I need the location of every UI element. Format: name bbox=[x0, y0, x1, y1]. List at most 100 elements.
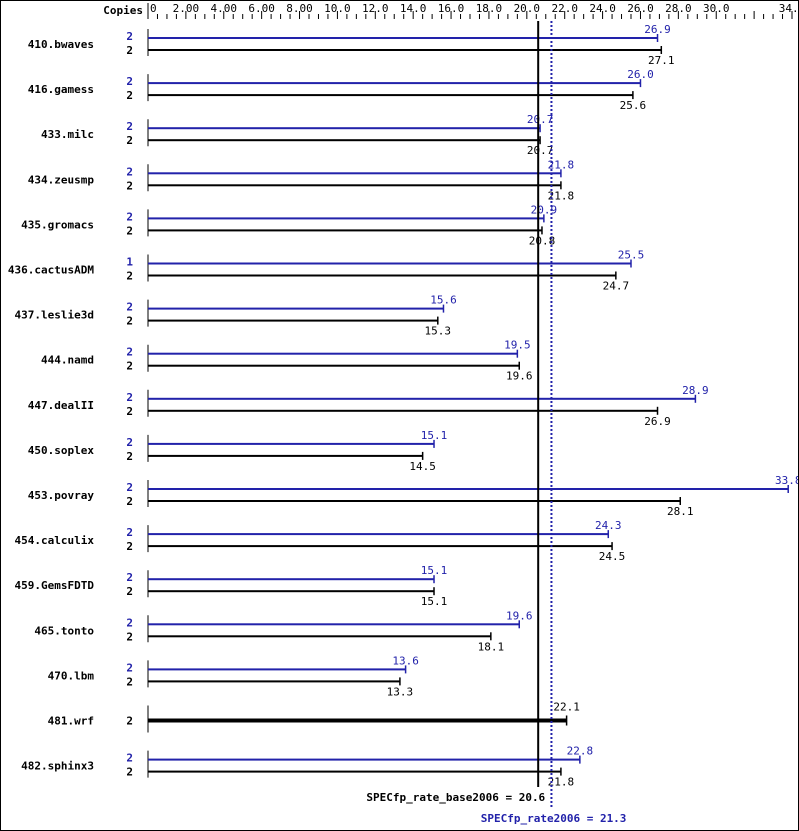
base-value-label: 19.6 bbox=[506, 370, 533, 383]
axis-tick-label: 28.0 bbox=[665, 2, 692, 15]
axis-tick-label: 24.0 bbox=[589, 2, 616, 15]
peak-copies: 2 bbox=[126, 391, 133, 404]
base-value-label: 28.1 bbox=[667, 505, 694, 518]
base-copies: 2 bbox=[126, 540, 133, 553]
base-copies: 2 bbox=[126, 315, 133, 328]
peak-value-label: 28.9 bbox=[682, 384, 709, 397]
axis-tick-label: 2.00 bbox=[173, 2, 200, 15]
peak-bar bbox=[148, 172, 561, 175]
peak-copies: 2 bbox=[126, 165, 133, 178]
copies-header: Copies bbox=[103, 4, 143, 17]
benchmark-label: 453.povray bbox=[28, 489, 95, 502]
benchmark-label: 434.zeusmp bbox=[28, 173, 95, 186]
benchmark-label: 435.gromacs bbox=[21, 218, 94, 231]
peak-copies: 2 bbox=[126, 571, 133, 584]
peak-copies: 2 bbox=[126, 210, 133, 223]
benchmark-label: 470.lbm bbox=[48, 669, 95, 682]
base-value-label: 13.3 bbox=[387, 685, 414, 698]
axis-tick-label: 16.0 bbox=[438, 2, 465, 15]
peak-bar bbox=[148, 307, 444, 310]
peak-copies: 2 bbox=[126, 481, 133, 494]
base-bar bbox=[148, 139, 541, 142]
base-value-label: 24.5 bbox=[599, 550, 626, 563]
peak-value-label: 24.3 bbox=[595, 519, 622, 532]
base-bar bbox=[148, 500, 681, 502]
base-reference-label: SPECfp_rate_base2006 = 20.6 bbox=[366, 791, 545, 804]
peak-copies: 2 bbox=[126, 30, 133, 43]
axis-tick-label: 6.00 bbox=[248, 2, 275, 15]
peak-value-label: 15.6 bbox=[430, 294, 457, 307]
base-copies: 2 bbox=[126, 44, 133, 57]
base-copies: 2 bbox=[126, 495, 133, 508]
peak-copies: 2 bbox=[126, 526, 133, 539]
base-value-label: 15.1 bbox=[421, 595, 448, 608]
base-bar bbox=[148, 49, 662, 51]
base-value-label: 15.3 bbox=[425, 325, 452, 338]
peak-bar bbox=[148, 397, 696, 400]
peak-value-label: 15.1 bbox=[421, 564, 448, 577]
base-bar bbox=[148, 680, 400, 683]
base-copies: 2 bbox=[126, 766, 133, 779]
peak-bar bbox=[148, 578, 435, 581]
peak-bar bbox=[148, 127, 541, 130]
peak-value-label: 33.8 bbox=[775, 474, 799, 487]
peak-value-label: 15.1 bbox=[421, 429, 448, 442]
base-bar bbox=[148, 94, 633, 97]
base-bar bbox=[148, 635, 491, 638]
peak-value-label: 20.7 bbox=[527, 113, 554, 126]
axis-tick-label: 26.0 bbox=[627, 2, 654, 15]
base-bar bbox=[148, 590, 435, 593]
base-copies: 2 bbox=[126, 89, 133, 102]
peak-bar bbox=[148, 352, 518, 355]
base-copies: 2 bbox=[126, 270, 133, 283]
benchmark-label: 454.calculix bbox=[15, 534, 95, 547]
base-copies: 2 bbox=[126, 360, 133, 373]
base-value-label: 27.1 bbox=[648, 54, 675, 67]
base-copies: 2 bbox=[126, 450, 133, 463]
peak-value-label: 20.9 bbox=[531, 203, 558, 216]
axis-tick-label: 4.00 bbox=[211, 2, 238, 15]
peak-copies: 2 bbox=[126, 346, 133, 359]
benchmark-label: 444.namd bbox=[41, 354, 94, 367]
peak-bar bbox=[148, 533, 609, 536]
peak-bar bbox=[148, 488, 789, 490]
peak-copies: 1 bbox=[126, 256, 133, 269]
base-copies: 2 bbox=[126, 179, 133, 192]
peak-bar bbox=[148, 758, 580, 761]
peak-value-label: 22.8 bbox=[567, 745, 594, 758]
base-value-label: 24.7 bbox=[603, 280, 630, 293]
base-copies: 2 bbox=[126, 675, 133, 688]
peak-value-label: 21.8 bbox=[548, 158, 575, 171]
axis-tick-label: 12.0 bbox=[362, 2, 389, 15]
axis-tick-label: 0 bbox=[150, 2, 157, 15]
peak-reference-label: SPECfp_rate2006 = 21.3 bbox=[481, 812, 627, 825]
base-value-label: 21.8 bbox=[548, 776, 575, 789]
axis-tick-label: 34.0 bbox=[779, 2, 799, 15]
base-bar bbox=[148, 229, 542, 232]
peak-value-label: 19.5 bbox=[504, 339, 531, 352]
benchmark-label: 481.wrf bbox=[48, 715, 94, 728]
benchmark-label: 436.cactusADM bbox=[8, 264, 94, 277]
peak-bar bbox=[148, 623, 520, 626]
axis-tick-label: 18.0 bbox=[476, 2, 503, 15]
base-bar bbox=[148, 409, 658, 412]
base-value-label: 20.7 bbox=[527, 144, 554, 157]
peak-bar bbox=[148, 217, 544, 220]
axis-tick-label: 14.0 bbox=[400, 2, 427, 15]
base-bar bbox=[148, 454, 423, 457]
base-value-label: 26.9 bbox=[644, 415, 671, 428]
peak-value-label: 25.5 bbox=[618, 249, 645, 262]
peak-copies: 2 bbox=[126, 75, 133, 88]
peak-copies: 2 bbox=[126, 301, 133, 314]
benchmark-label: 416.gamess bbox=[28, 83, 94, 96]
base-copies: 2 bbox=[126, 134, 133, 147]
axis-tick-label: 8.00 bbox=[286, 2, 313, 15]
benchmark-label: 447.dealII bbox=[28, 399, 94, 412]
peak-value-label: 19.6 bbox=[506, 609, 533, 622]
base-copies: 2 bbox=[126, 585, 133, 598]
peak-bar bbox=[148, 668, 406, 671]
axis-tick-label: 22.0 bbox=[551, 2, 578, 15]
base-value-label: 21.8 bbox=[548, 189, 575, 202]
